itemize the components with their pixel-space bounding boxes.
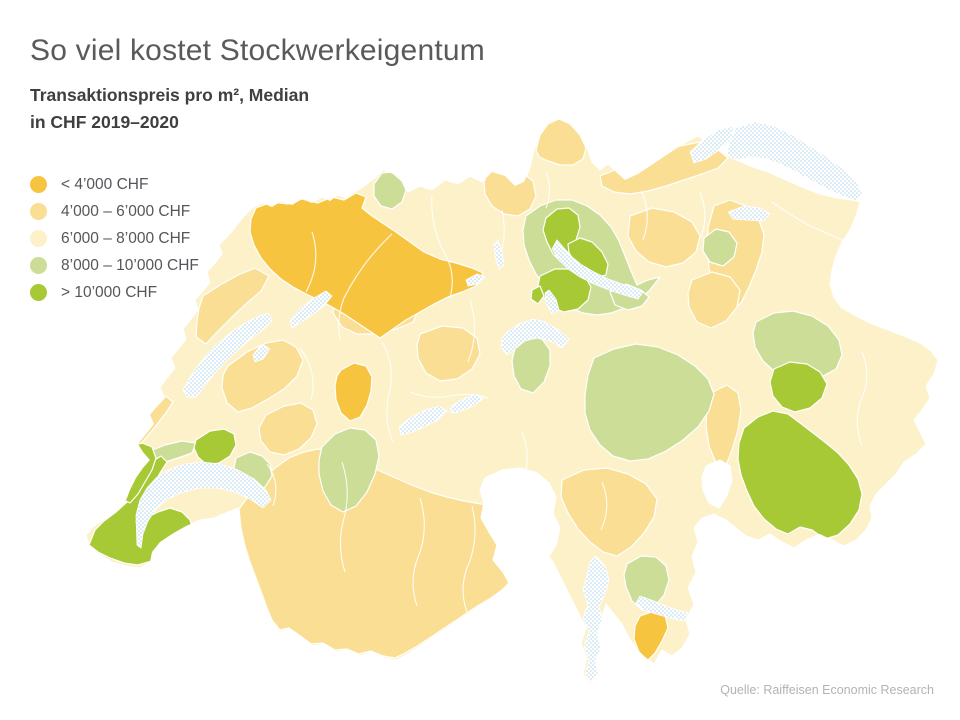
legend-item: < 4’000 CHF: [30, 171, 199, 198]
legend-label: > 10’000 CHF: [61, 283, 158, 301]
region-chur-valley: [705, 384, 742, 469]
header: So viel kostet Stockwerkeigentum Transak…: [30, 34, 485, 136]
lake-morat: [252, 343, 271, 363]
legend-swatch-over-10000: [30, 284, 47, 301]
legend-item: 8’000 – 10’000 CHF: [30, 252, 199, 279]
lake-maggiore: [582, 555, 610, 683]
region-jura-arc: [249, 192, 484, 339]
subtitle-line-2: in CHF 2019–2020: [30, 112, 179, 132]
lake-zug: [544, 289, 560, 315]
internal-borders: [266, 171, 868, 613]
region-broye: [221, 339, 304, 413]
lake-geneva: [135, 461, 272, 549]
legend-swatch-under-4000: [30, 176, 47, 193]
legend-swatch-4000-6000: [30, 203, 47, 220]
lakes: [135, 121, 863, 683]
region-neuchatel-shore: [195, 267, 270, 345]
lake-constance: [726, 121, 863, 202]
region-basel-stadt: [373, 171, 407, 210]
lake-thun: [398, 405, 448, 436]
legend-label: < 4’000 CHF: [61, 175, 149, 193]
lake-neuchatel: [182, 312, 273, 398]
region-schaffhausen: [535, 118, 587, 166]
source-credit: Quelle: Raiffeisen Economic Research: [720, 683, 934, 697]
lake-walensee: [727, 205, 771, 222]
region-churwalden-nodata: [701, 459, 733, 509]
region-fribourg: [258, 402, 318, 456]
region-lugano: [623, 555, 670, 611]
lake-sempach: [465, 273, 486, 287]
lake-zurich: [551, 239, 644, 300]
region-saanenland: [318, 427, 380, 513]
lake-constance-untersee: [689, 125, 735, 164]
subtitle: Transaktionspreis pro m², Median in CHF …: [30, 82, 485, 136]
legend-swatch-8000-10000: [30, 257, 47, 274]
region-winterthur-east: [627, 207, 701, 268]
lake-brienz: [449, 393, 484, 414]
region-central-spot: [334, 362, 373, 422]
legend: < 4’000 CHF 4’000 – 6’000 CHF 6’000 – 8’…: [30, 171, 199, 306]
region-engadin-st-moritz: [737, 410, 863, 540]
lake-lugano: [635, 595, 689, 622]
lake-lucerne: [500, 318, 570, 356]
subtitle-line-1: Transaktionspreis pro m², Median: [30, 85, 310, 105]
lake-biel: [289, 290, 333, 329]
legend-item: 6’000 – 8’000 CHF: [30, 225, 199, 252]
region-surselva: [584, 343, 715, 462]
region-lausanne: [193, 428, 237, 466]
region-mendrisiotto: [633, 610, 669, 662]
region-upper-ticino: [560, 467, 658, 557]
legend-item: 4’000 – 6’000 CHF: [30, 198, 199, 225]
region-arosa-lenzerheide: [769, 361, 828, 413]
lake-hallwil: [493, 239, 505, 270]
region-davos: [752, 310, 843, 378]
legend-swatch-6000-8000: [30, 230, 47, 247]
legend-label: 8’000 – 10’000 CHF: [61, 256, 199, 274]
region-appenzell: [702, 228, 738, 267]
legend-label: 6’000 – 8’000 CHF: [61, 229, 191, 247]
region-emmental: [416, 325, 481, 382]
region-kuessnacht: [530, 285, 545, 305]
region-glarus: [687, 271, 741, 329]
legend-label: 4’000 – 6’000 CHF: [61, 202, 191, 220]
legend-item: > 10’000 CHF: [30, 279, 199, 306]
page-title: So viel kostet Stockwerkeigentum: [30, 34, 485, 67]
